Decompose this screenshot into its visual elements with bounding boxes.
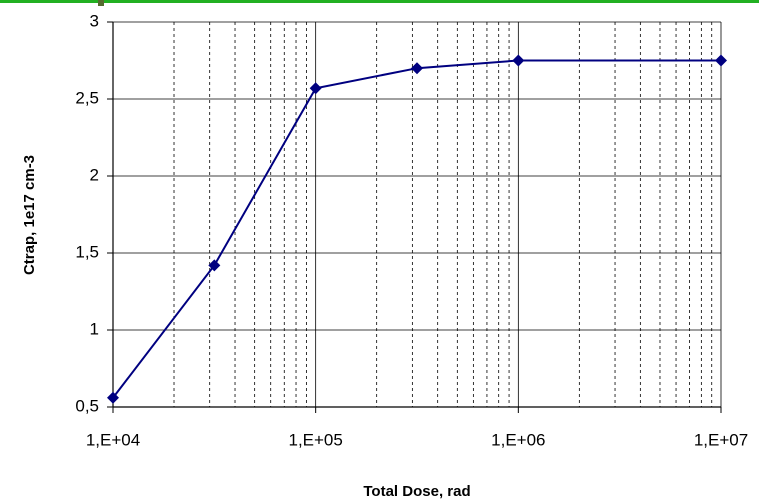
y-tick-label: 2 bbox=[90, 165, 99, 184]
y-tick-label: 1,5 bbox=[75, 242, 99, 261]
grid bbox=[112, 21, 722, 408]
y-axis-title: Ctrap, 1e17 cm-3 bbox=[21, 155, 38, 275]
x-axis-title: Total Dose, rad bbox=[363, 483, 470, 500]
top-marker bbox=[98, 0, 104, 6]
y-tick-label: 2,5 bbox=[75, 88, 99, 107]
data-point bbox=[411, 62, 424, 75]
y-tick-label: 3 bbox=[90, 11, 99, 30]
x-tick-label: 1,E+07 bbox=[694, 430, 748, 449]
y-tick-label: 1 bbox=[90, 319, 99, 338]
data-point bbox=[512, 54, 525, 67]
series-line bbox=[112, 59, 721, 399]
data-point bbox=[309, 82, 322, 95]
top-border bbox=[0, 0, 759, 3]
x-tick-label: 1,E+06 bbox=[491, 430, 545, 449]
x-tick-label: 1,E+04 bbox=[86, 430, 140, 449]
data-point bbox=[107, 391, 119, 404]
data-point bbox=[715, 54, 727, 67]
x-tick-label: 1,E+05 bbox=[288, 430, 342, 449]
y-tick-label: 0,5 bbox=[75, 396, 99, 415]
data-point bbox=[208, 259, 221, 272]
